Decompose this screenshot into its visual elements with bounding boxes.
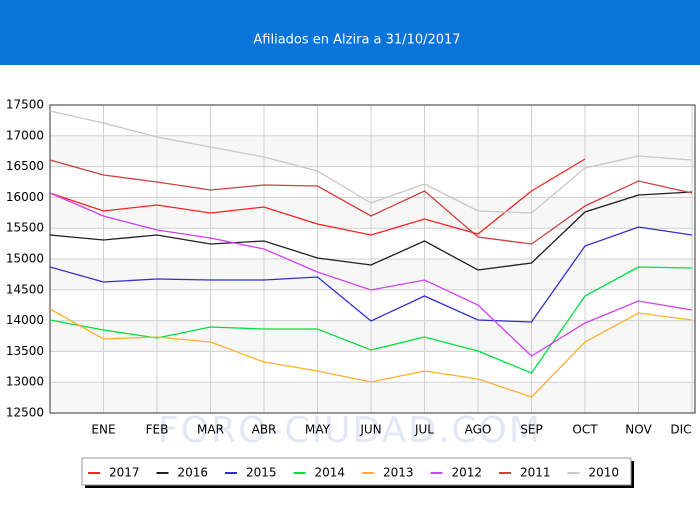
y-tick-label: 13500 [6,344,44,358]
grid-band [50,135,695,167]
legend-label: 2013 [383,466,414,480]
x-tick-label: OCT [572,423,598,437]
legend-label: 2011 [520,466,551,480]
series-line [49,266,693,374]
y-tick-label: 16500 [6,159,44,173]
x-tick-label: ABR [252,423,277,437]
y-tick-label: 13000 [6,375,44,389]
y-tick-label: 14000 [6,313,44,327]
legend-box [81,457,632,486]
series-line [49,226,693,323]
legend-label: 2016 [178,466,209,480]
y-tick-label: 16000 [6,190,44,204]
y-tick-label: 15500 [6,221,44,235]
series-line [49,191,693,271]
x-tick-label: MAY [305,423,331,437]
legend-label: 2014 [315,466,346,480]
series-line [49,192,693,357]
x-tick-label: ENE [91,423,115,437]
header-bar [0,0,700,65]
grid-band [50,382,695,413]
chart-title: Afiliados en Alzira a 31/10/2017 [253,33,460,48]
watermark: FORO-CIUDAD.COM [158,410,542,451]
y-tick-label: 14500 [6,282,44,296]
legend-label: 2012 [452,466,483,480]
x-tick-label: DIC [670,423,691,437]
x-tick-label: JUL [414,423,434,437]
plot-frame [49,104,696,414]
series-line [49,110,693,214]
series-line [49,158,586,236]
y-tick-label: 17000 [6,128,44,142]
series-line [49,159,693,245]
legend-label: 2010 [589,466,620,480]
x-tick-label: FEB [146,423,169,437]
y-tick-label: 15000 [6,252,44,266]
legend-label: 2015 [246,466,277,480]
legend-label: 2017 [109,466,140,480]
x-tick-label: JUN [359,423,381,437]
series-line [49,308,693,398]
x-tick-label: SEP [520,423,542,437]
y-tick-label: 17500 [6,98,44,112]
x-tick-label: NOV [625,423,652,437]
x-tick-label: MAR [197,423,224,437]
y-tick-label: 12500 [6,406,44,420]
x-tick-label: AGO [465,423,492,437]
